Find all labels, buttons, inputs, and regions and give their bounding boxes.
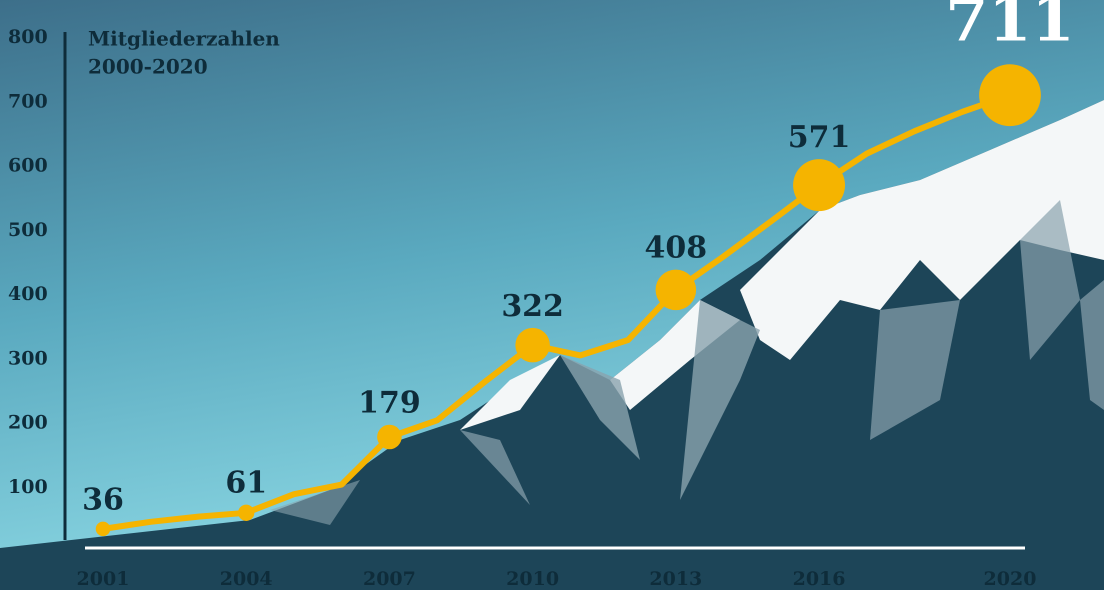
data-label: 408: [645, 231, 708, 266]
marker: [515, 328, 550, 363]
x-tick-label: 2007: [363, 568, 416, 590]
marker: [377, 425, 402, 450]
x-tick-label: 2013: [649, 568, 702, 590]
marker: [96, 522, 111, 537]
x-tick-label: 2016: [793, 568, 846, 590]
y-tick-label: 200: [8, 412, 48, 434]
x-tick-label: 2001: [77, 568, 130, 590]
y-tick-label: 500: [8, 219, 48, 241]
data-label: 571: [788, 120, 851, 155]
chart: Mitgliederzahlen 2000-2020 100 200 300 400 5…: [0, 0, 1104, 590]
y-tick-label: 600: [8, 155, 48, 177]
y-tick-label: 300: [8, 347, 48, 369]
y-tick-label: 700: [8, 90, 48, 112]
marker: [238, 505, 254, 521]
y-tick-label: 100: [8, 476, 48, 498]
data-label: 36: [82, 483, 124, 518]
y-tick-label: 800: [8, 26, 48, 48]
marker: [656, 270, 697, 311]
x-tick-label: 2020: [984, 568, 1037, 590]
marker: [979, 64, 1041, 126]
data-label: 179: [358, 386, 421, 421]
data-label: 711: [945, 0, 1074, 55]
x-tick-label: 2010: [506, 568, 559, 590]
data-label: 61: [225, 466, 267, 501]
chart-subtitle: 2000-2020: [88, 55, 208, 79]
data-label: 322: [501, 289, 564, 324]
chart-title: Mitgliederzahlen: [88, 27, 280, 51]
y-tick-label: 400: [8, 283, 48, 305]
x-tick-label: 2004: [220, 568, 273, 590]
marker: [793, 159, 845, 211]
